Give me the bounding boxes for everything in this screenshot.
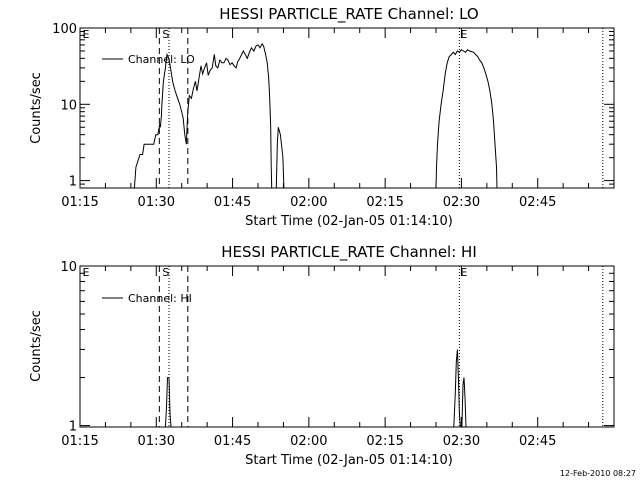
hi-series-line-segment bbox=[461, 377, 467, 428]
lo-chart-title: HESSI PARTICLE_RATE Channel: LO bbox=[219, 5, 478, 24]
hi-series bbox=[164, 349, 467, 428]
hi-x-tick-label: 01:15 bbox=[61, 434, 98, 449]
hi-x-tick-label: 01:45 bbox=[214, 434, 251, 449]
lo-x-tick-label: 01:45 bbox=[214, 195, 251, 210]
lo-series bbox=[133, 42, 498, 189]
lo-legend-label: Channel: LO bbox=[128, 53, 195, 66]
hi-x-tick-label: 02:15 bbox=[366, 434, 403, 449]
lo-x-tick-label: 01:15 bbox=[61, 195, 98, 210]
lo-x-tick-label: 02:00 bbox=[290, 195, 327, 210]
lo-x-tick-label: 02:15 bbox=[366, 195, 403, 210]
lo-x-tick-label: 02:30 bbox=[443, 195, 480, 210]
hi-y-tick-label: 1 bbox=[69, 420, 77, 435]
hi-legend-label: Channel: HI bbox=[128, 292, 192, 305]
hi-y-axis-label: Counts/sec bbox=[29, 310, 44, 382]
hi-x-tick-label: 01:30 bbox=[138, 434, 175, 449]
lo-legend: Channel: LO bbox=[102, 53, 195, 66]
lo-event-label: S bbox=[162, 28, 169, 41]
lo-event-label: E bbox=[83, 28, 90, 41]
hi-x-tick-label: 02:30 bbox=[443, 434, 480, 449]
hi-time-markers bbox=[158, 266, 604, 427]
lo-x-axis-label: Start Time (02-Jan-05 01:14:10) bbox=[245, 214, 453, 229]
lo-event-label: E bbox=[460, 28, 467, 41]
hi-legend: Channel: HI bbox=[102, 292, 192, 305]
hi-chart-title: HESSI PARTICLE_RATE Channel: HI bbox=[221, 243, 477, 262]
hi-x-tick-label: 02:45 bbox=[519, 434, 556, 449]
hi-x-ticks: 01:15 01:30 01:45 02:00 02:15 02:30 02:45 bbox=[61, 266, 615, 449]
hi-x-axis-label: Start Time (02-Jan-05 01:14:10) bbox=[245, 453, 453, 468]
lo-plot-frame bbox=[79, 27, 615, 189]
hi-plot-frame bbox=[79, 265, 615, 428]
lo-x-tick-label: 01:30 bbox=[138, 195, 175, 210]
hi-series-line-segment bbox=[453, 349, 461, 428]
hi-event-label: E bbox=[460, 266, 467, 279]
lo-series-line-segment bbox=[275, 127, 285, 189]
lo-time-markers bbox=[158, 28, 604, 188]
hi-y-ticks: 1 10 bbox=[60, 260, 614, 435]
generation-timestamp: 12-Feb-2010 08:27 bbox=[560, 469, 636, 478]
lo-y-axis-label: Counts/sec bbox=[29, 72, 44, 144]
lo-x-tick-label: 02:45 bbox=[519, 195, 556, 210]
lo-series-line-segment bbox=[435, 49, 498, 189]
lo-x-ticks: 01:15 01:30 01:45 02:00 02:15 02:30 02:45 bbox=[61, 28, 615, 210]
hi-channel-panel: HESSI PARTICLE_RATE Channel: HI 1 10 01:1… bbox=[29, 243, 615, 468]
lo-y-tick-label: 10 bbox=[60, 98, 77, 113]
hi-event-label: E bbox=[83, 266, 90, 279]
hi-x-tick-label: 02:00 bbox=[290, 434, 327, 449]
lo-y-tick-label: 100 bbox=[52, 22, 77, 37]
lo-y-ticks: 1 10 100 bbox=[52, 22, 614, 190]
lo-series-line-segment bbox=[133, 42, 273, 189]
hi-series-line-segment bbox=[164, 377, 172, 428]
hi-y-tick-label: 10 bbox=[60, 260, 77, 275]
hi-event-label: S bbox=[162, 266, 169, 279]
lo-channel-panel: HESSI PARTICLE_RATE Channel: LO 1 10 100 0… bbox=[29, 5, 615, 229]
lo-y-tick-label: 1 bbox=[69, 175, 77, 190]
